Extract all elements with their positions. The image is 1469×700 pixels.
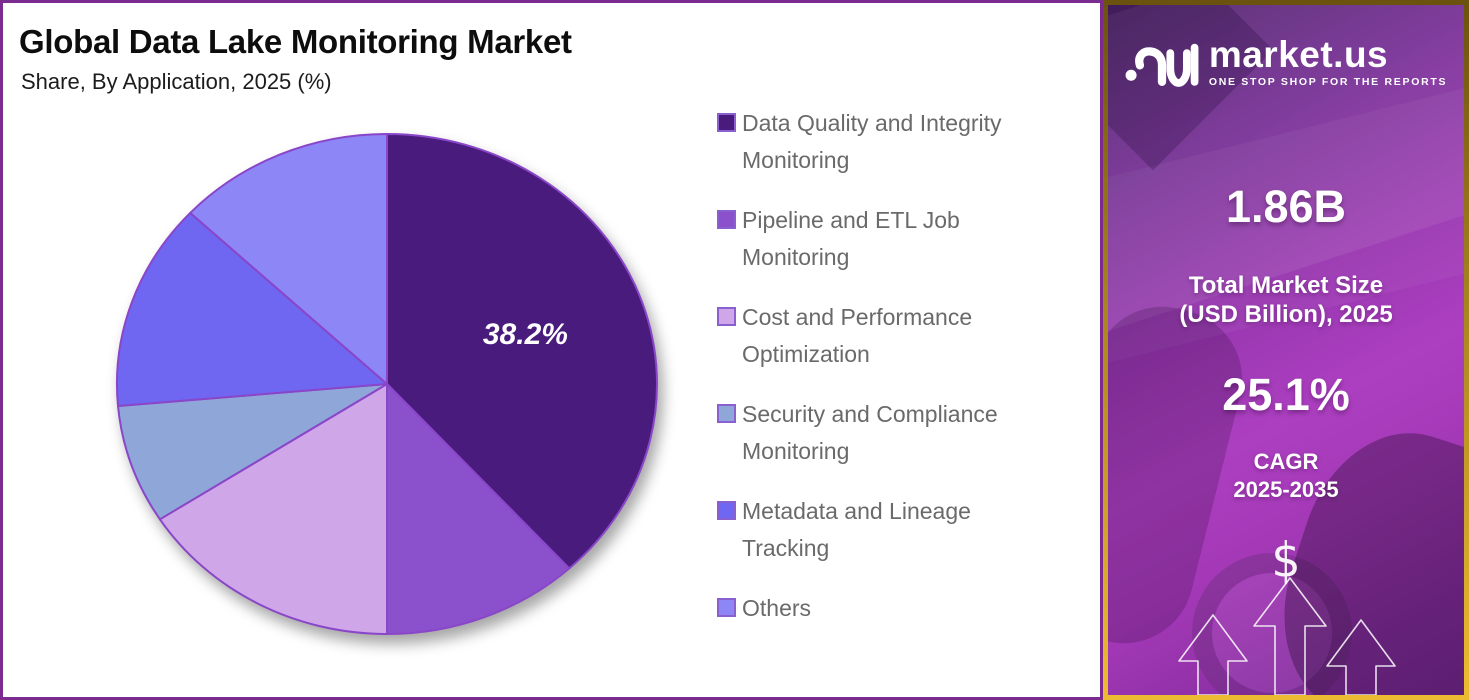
market-size-label-line1: Total Market Size	[1188, 272, 1384, 299]
growth-arrow-right	[1326, 619, 1396, 695]
pie-slice-data-quality-and-integrity-monitoring	[386, 133, 658, 570]
legend-item: Others	[717, 590, 1069, 627]
legend-swatch	[717, 210, 736, 229]
legend-label: Cost and Performance Optimization	[742, 304, 973, 367]
brand-name: market.us	[1208, 33, 1389, 75]
legend-item: Data Quality and Integrity Monitoring	[717, 105, 1069, 179]
growth-arrow-middle	[1253, 577, 1327, 695]
legend-swatch	[717, 307, 736, 326]
chart-legend: Data Quality and Integrity Monitoring Pi…	[717, 105, 1069, 650]
pie-chart: 38.2%	[115, 133, 658, 635]
legend-label: Metadata and Lineage Tracking	[742, 498, 971, 561]
pie-slice-pipeline-and-etl-job-monitoring	[386, 383, 571, 635]
legend-label: Others	[742, 595, 812, 621]
page-title: Global Data Lake Monitoring Market	[19, 23, 572, 60]
legend-swatch	[717, 404, 736, 423]
brand-logo: market.us ONE STOP SHOP FOR THE REPORTS	[1108, 35, 1464, 89]
market-size-label-line2: (USD Billion), 2025	[1179, 301, 1393, 328]
market-size-value: 1.86B	[1225, 181, 1347, 232]
cagr-label-line2: 2025-2035	[1233, 477, 1339, 502]
cagr-label: CAGR 2025-2035	[1108, 448, 1464, 504]
dollar-icon: $	[1271, 531, 1301, 589]
growth-arrows-icon	[1178, 577, 1396, 695]
growth-arrow-left	[1178, 614, 1248, 695]
legend-item: Metadata and Lineage Tracking	[717, 493, 1069, 567]
pie-slice-security-and-compliance-monitoring	[117, 383, 388, 521]
legend-swatch	[717, 598, 736, 617]
pie-slice-metadata-and-lineage-tracking	[115, 211, 388, 407]
pie-slice-cost-and-performance-optimization	[158, 383, 388, 635]
legend-label: Data Quality and Integrity Monitoring	[742, 110, 1002, 173]
page-subtitle: Share, By Application, 2025 (%)	[21, 69, 332, 94]
legend-label: Pipeline and ETL Job Monitoring	[742, 207, 960, 270]
market-size-label: Total Market Size (USD Billion), 2025	[1108, 271, 1464, 329]
legend-swatch	[717, 501, 736, 520]
cagr-label-line1: CAGR	[1253, 449, 1319, 474]
legend-label: Security and Compliance Monitoring	[742, 401, 998, 464]
chart-area: Global Data Lake Monitoring Market Share…	[0, 0, 1103, 700]
marketus-logo-icon	[1125, 43, 1199, 87]
cagr-value: 25.1%	[1222, 369, 1350, 420]
legend-item: Pipeline and ETL Job Monitoring	[717, 202, 1069, 276]
pie-slice-others	[189, 133, 388, 385]
pie-slice-data-label: 38.2%	[483, 318, 568, 351]
brand-tagline: ONE STOP SHOP FOR THE REPORTS	[1208, 75, 1448, 88]
promo-panel: market.us ONE STOP SHOP FOR THE REPORTS …	[1103, 0, 1469, 700]
legend-item: Cost and Performance Optimization	[717, 299, 1069, 373]
legend-swatch	[717, 113, 736, 132]
legend-item: Security and Compliance Monitoring	[717, 396, 1069, 470]
